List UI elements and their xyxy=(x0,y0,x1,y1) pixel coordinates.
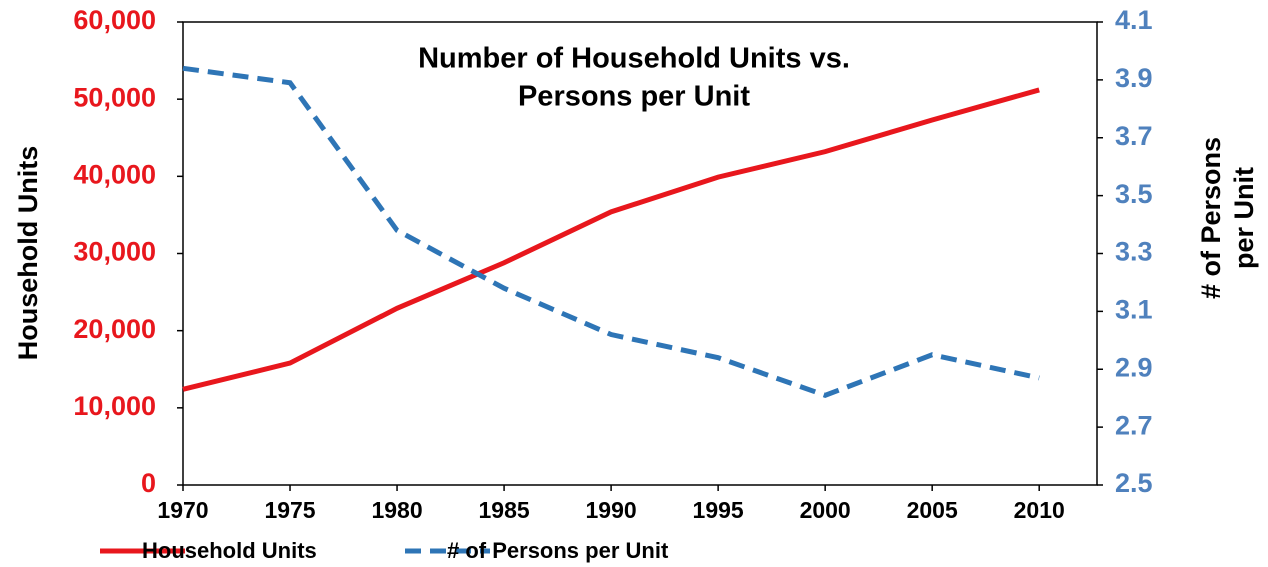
y-tick-label: 10,000 xyxy=(73,391,156,421)
y2-tick-label: 3.9 xyxy=(1115,63,1153,93)
y2-tick-label: 2.5 xyxy=(1115,468,1153,498)
x-tick-label: 1995 xyxy=(693,497,744,523)
y-tick-label: 20,000 xyxy=(73,314,156,344)
data-line xyxy=(182,87,1040,392)
y2-tick-label: 3.1 xyxy=(1115,295,1153,325)
y2-tick-label: 3.3 xyxy=(1115,237,1153,267)
y2-tick-label: 2.9 xyxy=(1115,352,1153,382)
legend-label: Household Units xyxy=(142,538,317,563)
y2-tick-label: 3.5 xyxy=(1115,179,1153,209)
y2-tick-label: 2.7 xyxy=(1115,410,1153,440)
legend-label: # of Persons per Unit xyxy=(447,538,669,563)
x-tick-label: 1990 xyxy=(586,497,637,523)
chart-title: Number of Household Units vs. xyxy=(418,43,850,75)
y-tick-label: 60,000 xyxy=(73,5,156,35)
y2-axis-label: per Unit xyxy=(1229,167,1259,269)
y-tick-label: 40,000 xyxy=(73,159,156,189)
y-tick-label: 50,000 xyxy=(73,82,156,112)
x-tick-label: 1975 xyxy=(264,497,315,523)
x-tick-label: 1985 xyxy=(478,497,529,523)
chart-title: Persons per Unit xyxy=(518,81,750,113)
y-tick-label: 0 xyxy=(141,468,156,498)
x-tick-label: 2005 xyxy=(907,497,958,523)
y-axis-label: Household Units xyxy=(13,146,43,361)
x-tick-label: 2010 xyxy=(1014,497,1065,523)
x-tick-label: 2000 xyxy=(800,497,851,523)
y-tick-label: 30,000 xyxy=(73,237,156,267)
x-tick-label: 1970 xyxy=(157,497,208,523)
data-line xyxy=(182,65,1040,398)
y2-tick-label: 3.7 xyxy=(1115,121,1153,151)
x-tick-label: 1980 xyxy=(371,497,422,523)
y2-axis-label: # of Persons xyxy=(1196,137,1226,299)
y2-tick-label: 4.1 xyxy=(1115,5,1153,35)
